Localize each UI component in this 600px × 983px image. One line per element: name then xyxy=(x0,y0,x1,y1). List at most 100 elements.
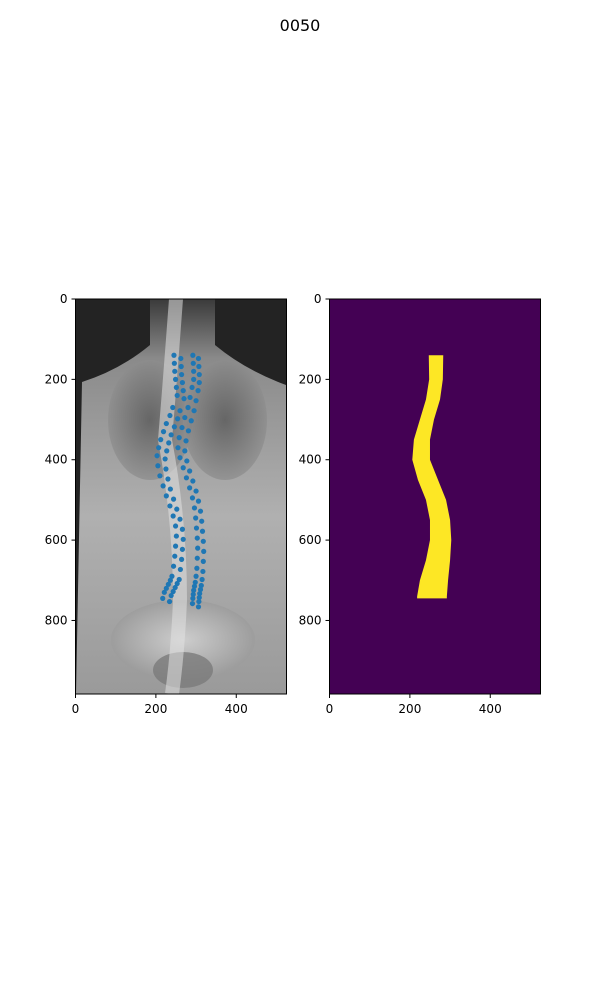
landmark-point xyxy=(184,458,190,464)
landmark-point xyxy=(193,515,199,521)
landmark-point xyxy=(189,495,196,501)
landmark-point xyxy=(182,448,188,454)
landmark-point xyxy=(181,396,187,402)
landmark-point xyxy=(178,355,184,362)
mask-image xyxy=(329,299,541,694)
landmark-point xyxy=(170,513,176,519)
landmark-point xyxy=(191,505,198,511)
landmark-point xyxy=(154,453,160,459)
landmark-point xyxy=(195,604,202,610)
landmark-point xyxy=(193,488,199,494)
left-ytick-label: 400 xyxy=(45,453,68,467)
landmark-point xyxy=(177,408,183,414)
right-xtick-label: 200 xyxy=(398,702,421,716)
left-panel-xray-scatter: 0 200 400 0 200 400 600 800 xyxy=(45,292,287,716)
landmark-point xyxy=(161,589,167,595)
landmark-point xyxy=(164,448,170,454)
right-ytick-label: 600 xyxy=(299,533,322,547)
left-ytick-label: 200 xyxy=(45,372,68,386)
landmark-point xyxy=(165,476,171,482)
landmark-point xyxy=(200,558,206,564)
landmark-point xyxy=(172,368,178,374)
landmark-point xyxy=(179,526,186,532)
landmark-point xyxy=(174,506,180,512)
landmark-point xyxy=(195,355,202,362)
landmark-point xyxy=(173,384,179,391)
landmark-point xyxy=(172,543,179,549)
left-xtick-label: 0 xyxy=(72,702,80,716)
landmark-point xyxy=(201,548,207,554)
right-y-axis: 0 200 400 600 800 xyxy=(299,292,330,627)
landmark-point xyxy=(175,445,181,451)
landmark-point xyxy=(191,376,197,382)
landmark-point xyxy=(170,563,177,569)
landmark-point xyxy=(190,478,196,484)
landmark-point xyxy=(191,408,197,414)
landmark-point xyxy=(172,523,179,529)
landmark-point xyxy=(194,535,200,541)
landmark-point xyxy=(185,428,192,434)
right-xtick-label: 400 xyxy=(479,702,502,716)
landmark-point xyxy=(160,483,166,489)
landmark-point xyxy=(172,376,179,382)
landmark-point xyxy=(166,440,172,446)
landmark-point xyxy=(174,580,180,587)
right-axes-frame xyxy=(329,298,541,695)
left-x-axis: 0 200 400 xyxy=(72,694,248,716)
landmark-point xyxy=(194,555,200,561)
landmark-point xyxy=(179,371,185,378)
landmark-point xyxy=(200,538,206,544)
landmark-point xyxy=(189,384,195,391)
landmark-point xyxy=(193,525,200,531)
landmark-point xyxy=(190,352,196,358)
landmark-point xyxy=(196,598,202,605)
landmark-point xyxy=(163,585,169,591)
landmark-point xyxy=(171,360,177,366)
landmark-point xyxy=(199,518,205,524)
landmark-point xyxy=(193,398,199,404)
landmark-point xyxy=(156,445,162,451)
landmark-point xyxy=(196,371,202,378)
left-y-axis: 0 200 400 600 800 xyxy=(45,292,76,627)
landmark-point xyxy=(190,595,196,601)
landmark-point xyxy=(178,363,184,370)
left-xtick-label: 200 xyxy=(144,702,167,716)
landmark-point xyxy=(170,404,176,411)
landmark-point xyxy=(183,475,190,481)
right-x-axis: 0 200 400 xyxy=(326,694,502,716)
landmark-point xyxy=(171,352,177,358)
landmark-point xyxy=(165,581,171,587)
landmark-point xyxy=(160,595,166,601)
landmark-point xyxy=(177,455,183,461)
landmark-point xyxy=(167,577,173,583)
landmark-point xyxy=(195,545,201,551)
landmark-point xyxy=(171,424,177,430)
left-ytick-label: 0 xyxy=(60,292,68,306)
landmark-point xyxy=(199,528,206,534)
landmark-point xyxy=(163,466,169,472)
landmark-point xyxy=(167,503,173,509)
right-ytick-label: 0 xyxy=(314,292,322,306)
landmark-point xyxy=(179,546,186,552)
landmark-point xyxy=(160,429,167,435)
landmark-point xyxy=(179,424,185,431)
landmark-point xyxy=(179,379,186,386)
landmark-point xyxy=(198,582,204,589)
landmark-point xyxy=(162,456,168,462)
landmark-point xyxy=(167,486,173,492)
landmark-point xyxy=(167,412,173,419)
landmark-point xyxy=(170,496,177,502)
landmark-point xyxy=(191,587,197,593)
landmark-point xyxy=(163,420,169,427)
figure-title: 0050 xyxy=(279,16,321,35)
landmark-point xyxy=(191,583,198,589)
landmark-point xyxy=(158,437,164,443)
landmark-point xyxy=(180,388,186,394)
landmark-point xyxy=(185,404,191,411)
landmark-point xyxy=(190,591,196,597)
landmark-point xyxy=(187,394,193,401)
right-panel-mask-heatmap: 0 200 400 0 200 400 600 800 xyxy=(299,292,541,716)
landmark-point xyxy=(168,592,174,599)
left-ytick-label: 800 xyxy=(45,613,68,627)
